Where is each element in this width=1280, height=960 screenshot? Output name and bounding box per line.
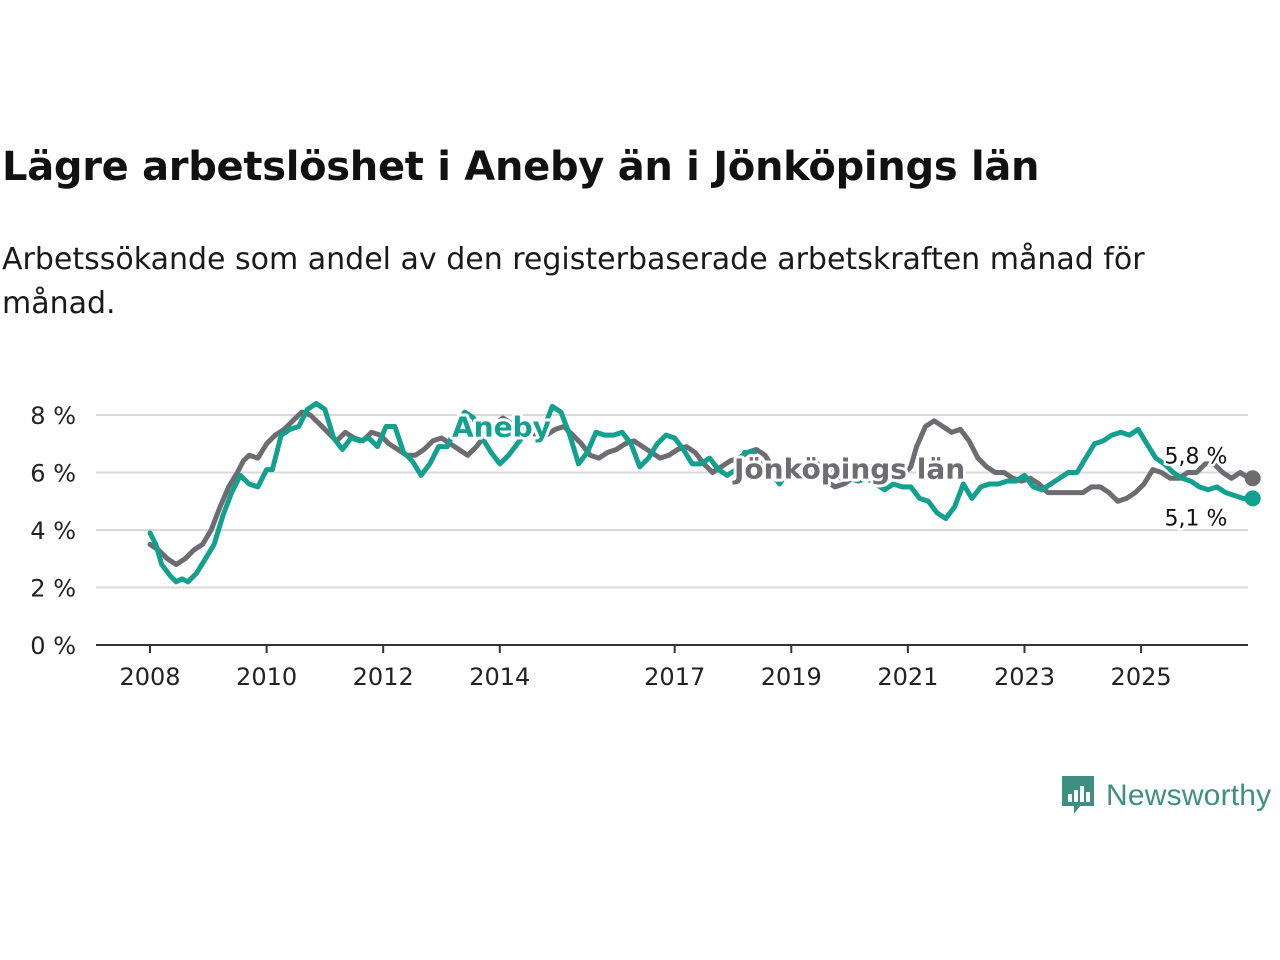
x-tick-label: 2008 — [119, 663, 180, 691]
x-axis: 2008 2010 2012 2014 2017 2019 2021 2023 2025 — [96, 644, 1248, 691]
series-lines — [147, 401, 1261, 585]
y-axis-ticks: 0 % 2 % 4 % 6 % 8 % — [30, 402, 76, 660]
newsworthy-logo-text: Newsworthy — [1106, 779, 1272, 812]
x-tick-label: 2017 — [644, 663, 705, 691]
y-tick-label: 6 % — [30, 460, 76, 488]
y-tick-label: 0 % — [30, 632, 76, 660]
series-label-aneby: Aneby — [452, 411, 551, 444]
x-tick-label: 2019 — [761, 663, 822, 691]
x-tick-label: 2010 — [236, 663, 297, 691]
end-marker-jonkopings-lan — [1244, 470, 1261, 487]
series-line-aneby — [147, 401, 1261, 585]
grid-lines — [96, 414, 1248, 589]
newsworthy-logo: Newsworthy — [1060, 774, 1271, 818]
x-tick-label: 2014 — [469, 663, 530, 691]
chart-subtitle: Arbetssökande som andel av den registerb… — [2, 242, 1145, 321]
series-line-jonkopings-lan — [147, 409, 1261, 567]
series-label-jonkopings-lan: Jönköpings län — [732, 453, 965, 486]
newsworthy-logo-icon — [1062, 776, 1094, 814]
y-tick-label: 8 % — [30, 402, 76, 430]
x-tick-label: 2012 — [353, 663, 414, 691]
end-label-aneby: 5,1 % — [1165, 506, 1228, 531]
end-label-jonkopings-lan: 5,8 % — [1165, 444, 1228, 469]
y-tick-label: 2 % — [30, 575, 76, 603]
y-tick-label: 4 % — [30, 517, 76, 545]
chart-title: Lägre arbetslöshet i Aneby än i Jönköpin… — [2, 144, 1040, 190]
line-chart: 0 % 2 % 4 % 6 % 8 % 2008 2010 2012 2014 2017 2019… — [30, 401, 1261, 691]
series-labels: Aneby Jönköpings län 5,8 % 5,1 % — [449, 408, 1230, 534]
x-tick-label: 2025 — [1111, 663, 1172, 691]
x-tick-label: 2023 — [994, 663, 1055, 691]
x-tick-label: 2021 — [877, 663, 938, 691]
end-marker-aneby — [1244, 490, 1261, 507]
